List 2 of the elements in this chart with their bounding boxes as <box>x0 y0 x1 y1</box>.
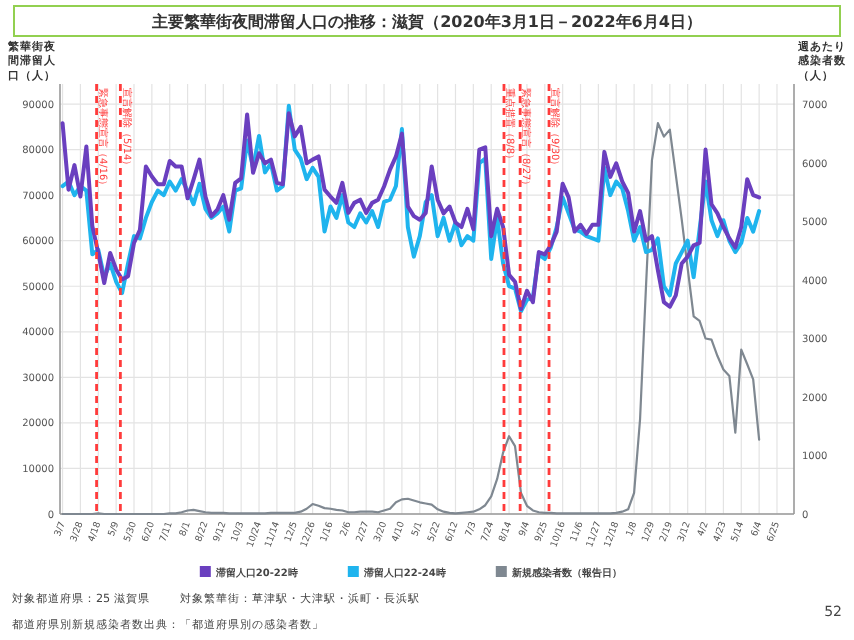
chart-title: 主要繁華街夜間滞留人口の推移：滋賀（2020年3月1日－2022年6月4日） <box>150 11 702 31</box>
title: 主要繁華街夜間滞留人口の推移：滋賀（2020年3月1日－2022年6月4日） <box>13 5 841 37</box>
